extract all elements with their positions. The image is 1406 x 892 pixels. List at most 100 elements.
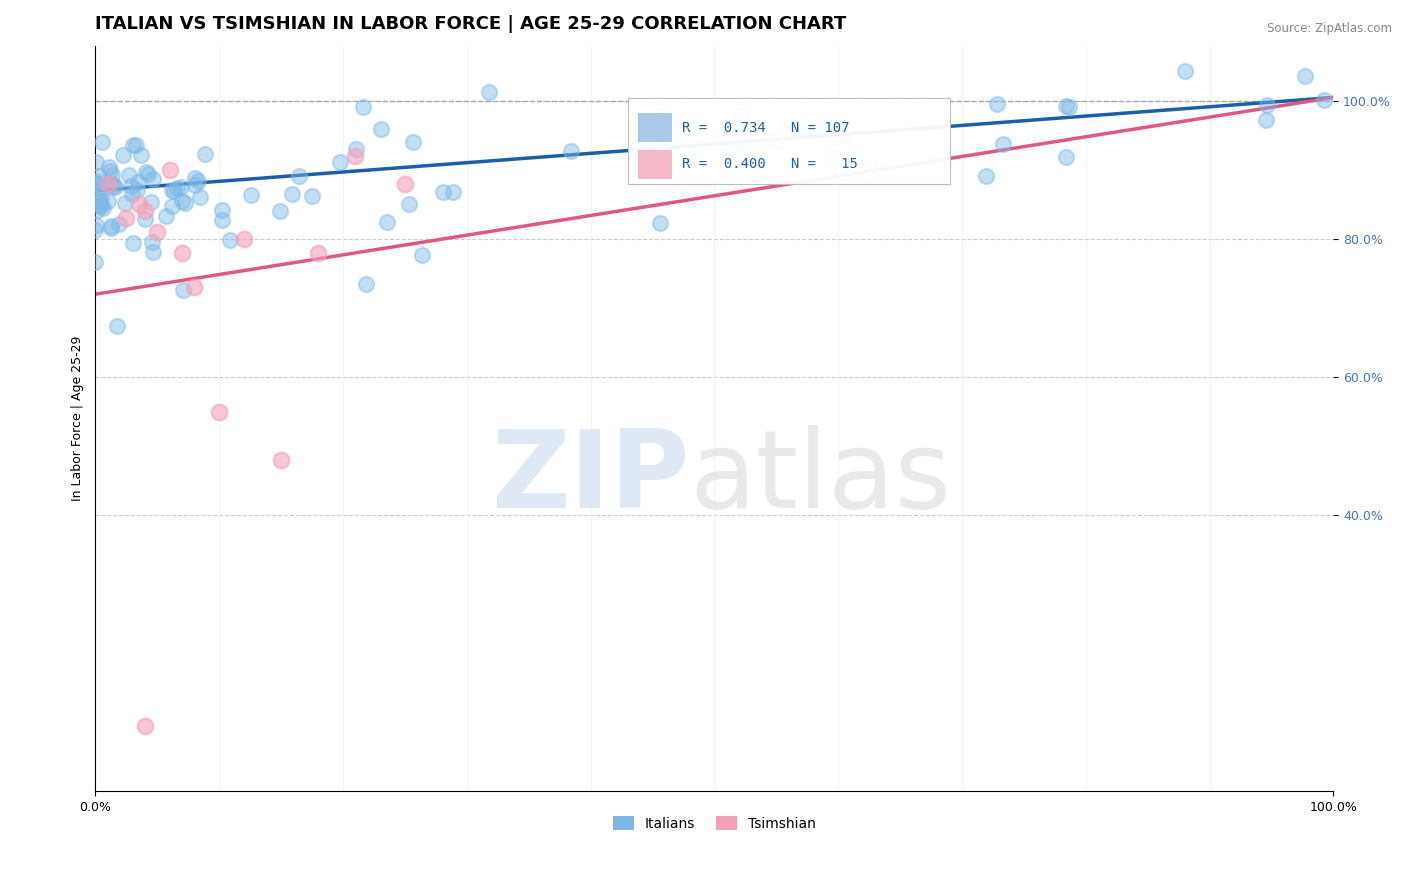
Point <box>141 195 163 210</box>
Point <box>134 719 156 733</box>
Point <box>97 177 120 191</box>
Point <box>188 190 211 204</box>
Point <box>142 245 165 260</box>
Point <box>648 216 671 230</box>
Point <box>194 147 217 161</box>
Text: ZIP: ZIP <box>491 425 689 531</box>
Point <box>101 177 124 191</box>
Point <box>240 187 263 202</box>
Point <box>974 169 997 183</box>
Point <box>986 96 1008 111</box>
Point <box>84 176 107 190</box>
Point <box>108 217 131 231</box>
Text: R =  0.400   N =   15: R = 0.400 N = 15 <box>682 157 858 171</box>
Point <box>1057 100 1080 114</box>
Point <box>281 187 304 202</box>
Point <box>129 147 152 161</box>
Point <box>87 186 110 200</box>
Point <box>98 160 121 174</box>
Point <box>832 129 855 144</box>
Point <box>104 180 127 194</box>
Point <box>84 255 107 269</box>
Point <box>84 174 107 188</box>
Point <box>86 184 108 198</box>
Point <box>765 134 787 148</box>
Point <box>329 155 352 169</box>
Point <box>787 128 810 142</box>
Point <box>411 247 433 261</box>
Point <box>89 198 111 212</box>
FancyBboxPatch shape <box>627 98 949 184</box>
Point <box>170 180 193 194</box>
Point <box>352 100 374 114</box>
Point <box>111 148 134 162</box>
Point <box>170 245 193 260</box>
Point <box>105 319 128 334</box>
Point <box>728 109 751 123</box>
Point <box>90 199 112 213</box>
Point <box>648 109 671 123</box>
Point <box>160 199 183 213</box>
Point <box>93 201 115 215</box>
Point <box>724 143 747 157</box>
Text: atlas: atlas <box>689 425 952 531</box>
Point <box>122 236 145 251</box>
Point <box>375 215 398 229</box>
Point <box>125 183 148 197</box>
Point <box>187 174 209 188</box>
Point <box>1054 99 1077 113</box>
Point <box>84 219 107 233</box>
Bar <box>637 150 672 178</box>
Point <box>354 277 377 291</box>
Point <box>344 149 367 163</box>
Point <box>114 196 136 211</box>
Point <box>184 170 207 185</box>
Point <box>121 187 143 202</box>
Point <box>97 194 120 209</box>
Bar <box>637 113 672 142</box>
Point <box>134 204 156 219</box>
Point <box>159 163 181 178</box>
Point <box>1174 64 1197 78</box>
Point <box>118 169 141 183</box>
Point <box>270 453 292 467</box>
Point <box>208 404 231 418</box>
Point <box>84 223 107 237</box>
Point <box>1256 98 1278 112</box>
Point <box>184 178 207 192</box>
Point <box>443 185 465 199</box>
Point <box>560 144 582 158</box>
Point <box>172 283 194 297</box>
Point <box>146 225 169 239</box>
Point <box>398 196 420 211</box>
Point <box>86 178 108 192</box>
Point <box>134 165 156 179</box>
Point <box>288 169 311 183</box>
Point <box>831 166 853 180</box>
Point <box>90 188 112 202</box>
Point <box>125 137 148 152</box>
Point <box>160 183 183 197</box>
Point <box>115 211 138 226</box>
Text: ITALIAN VS TSIMSHIAN IN LABOR FORCE | AGE 25-29 CORRELATION CHART: ITALIAN VS TSIMSHIAN IN LABOR FORCE | AG… <box>96 15 846 33</box>
Point <box>394 177 416 191</box>
Point <box>655 147 678 161</box>
Point <box>170 194 193 208</box>
Point <box>669 120 692 135</box>
Point <box>1254 112 1277 127</box>
Point <box>101 168 124 182</box>
Point <box>301 189 323 203</box>
Point <box>402 136 425 150</box>
Point <box>821 151 844 165</box>
Text: R =  0.734   N = 107: R = 0.734 N = 107 <box>682 120 849 135</box>
Point <box>1313 93 1336 107</box>
Point <box>370 122 392 136</box>
Point <box>1054 150 1077 164</box>
Point <box>174 195 197 210</box>
Point <box>91 135 114 149</box>
Point <box>811 119 834 133</box>
Point <box>84 155 107 169</box>
Point <box>141 235 163 249</box>
Point <box>859 160 882 174</box>
Point <box>269 204 291 219</box>
